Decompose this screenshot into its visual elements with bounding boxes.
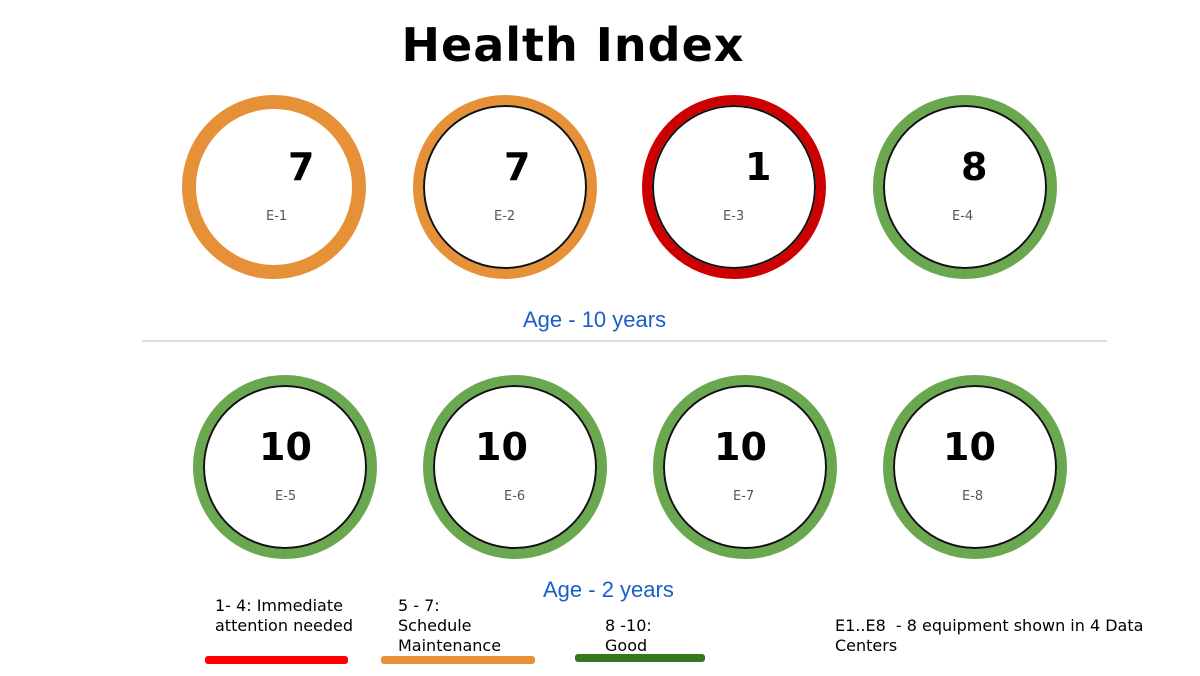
age-label-row1: Age - 10 years bbox=[523, 307, 667, 332]
legend-note: E1..E8 - 8 equipment shown in 4 Data Cen… bbox=[835, 616, 1144, 655]
gauge-score: 10 bbox=[259, 425, 312, 469]
gauge-e7: 10 E-7 bbox=[653, 375, 837, 559]
gauge-equipment-label: E-2 bbox=[494, 209, 516, 224]
gauge-score: 1 bbox=[745, 145, 772, 189]
legend-green-bar bbox=[575, 654, 705, 662]
gauge-equipment-label: E-4 bbox=[952, 209, 974, 224]
gauge-e5: 10 E-5 bbox=[193, 375, 377, 559]
gauge-equipment-label: E-8 bbox=[962, 489, 984, 504]
gauge-equipment-label: E-5 bbox=[275, 489, 297, 504]
gauge-score: 7 bbox=[504, 145, 531, 189]
gauge-e3: 1 E-3 bbox=[642, 95, 826, 279]
gauge-inner-ring bbox=[652, 105, 816, 269]
gauge-e1: 7 E-1 bbox=[182, 95, 366, 279]
gauge-e6: 10 E-6 bbox=[423, 375, 607, 559]
page-title: Health Index bbox=[401, 18, 745, 72]
gauge-inner-ring bbox=[883, 105, 1047, 269]
gauge-e8: 10 E-8 bbox=[883, 375, 1067, 559]
gauge-equipment-label: E-6 bbox=[504, 489, 526, 504]
gauge-score: 10 bbox=[714, 425, 767, 469]
gauge-equipment-label: E-1 bbox=[266, 209, 288, 224]
legend-red-label: 1- 4: Immediate attention needed bbox=[215, 596, 354, 635]
gauge-inner-ring bbox=[663, 385, 827, 549]
gauge-e4: 8 E-4 bbox=[873, 95, 1057, 279]
legend-orange-label: 5 - 7: Schedule Maintenance bbox=[398, 596, 502, 655]
legend-green-label: 8 -10: Good bbox=[605, 616, 652, 655]
gauge-inner-ring bbox=[423, 105, 587, 269]
gauge-inner-ring bbox=[433, 385, 597, 549]
gauge-score: 7 bbox=[288, 145, 315, 189]
gauge-equipment-label: E-3 bbox=[723, 209, 745, 224]
legend-red-bar bbox=[205, 656, 348, 664]
gauge-score: 10 bbox=[943, 425, 996, 469]
divider bbox=[142, 340, 1107, 342]
gauge-score: 8 bbox=[961, 145, 988, 189]
legend-orange-bar bbox=[381, 656, 535, 664]
age-label-row2: Age - 2 years bbox=[543, 577, 674, 602]
gauge-inner-ring bbox=[203, 385, 367, 549]
gauge-score: 10 bbox=[475, 425, 528, 469]
gauge-inner-ring bbox=[893, 385, 1057, 549]
gauge-e2: 7 E-2 bbox=[413, 95, 597, 279]
gauge-equipment-label: E-7 bbox=[733, 489, 755, 504]
